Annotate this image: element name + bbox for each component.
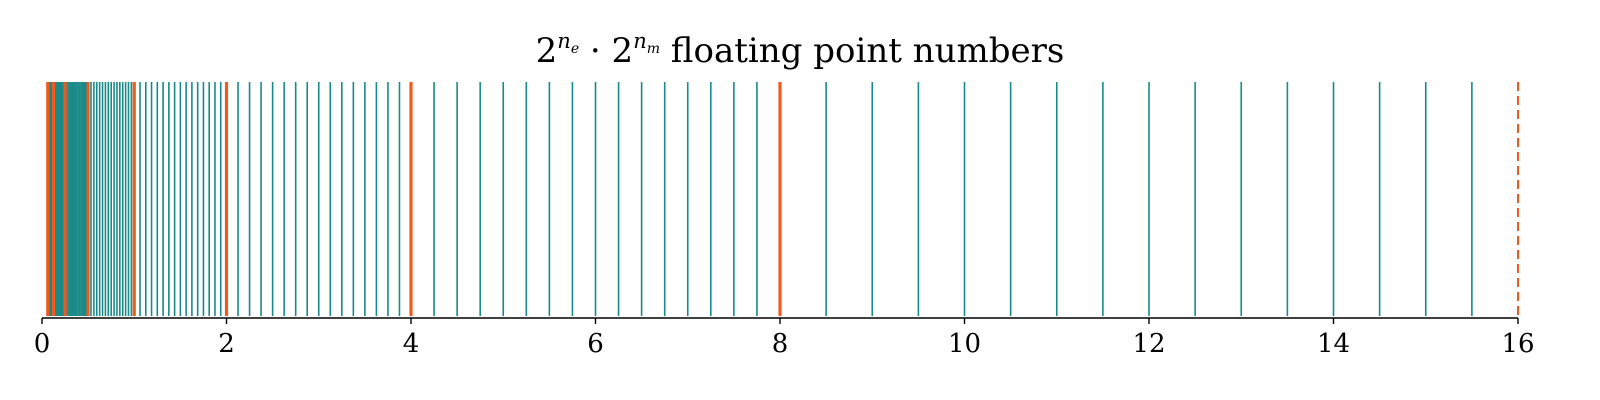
title-dot: · — [579, 31, 611, 71]
title-base-2: 2 — [612, 31, 634, 71]
title-suffix: floating point numbers — [660, 31, 1064, 71]
x-tick-label: 4 — [403, 329, 420, 359]
x-tick-label: 12 — [1132, 329, 1165, 359]
title-exp-1-symbol: n — [557, 29, 571, 53]
x-tick-label: 10 — [948, 329, 981, 359]
chart-title: 2ne · 2nm floating point numbers — [536, 29, 1065, 71]
title-exp-2-sub: m — [647, 41, 660, 57]
x-tick-label: 6 — [587, 329, 604, 359]
x-axis-ticks: 0 2 4 6 8 10 12 14 16 — [34, 318, 1535, 359]
number-lines — [46, 82, 1473, 316]
x-tick-label: 8 — [772, 329, 789, 359]
title-exp-1-sub: e — [571, 41, 579, 57]
title-exp-2-symbol: n — [633, 29, 647, 53]
power-of-two-lines — [46, 82, 782, 316]
x-tick-label: 14 — [1317, 329, 1350, 359]
x-tick-label: 0 — [34, 329, 51, 359]
x-tick-label: 16 — [1501, 329, 1534, 359]
title-base-1: 2 — [536, 31, 558, 71]
x-tick-label: 2 — [218, 329, 235, 359]
